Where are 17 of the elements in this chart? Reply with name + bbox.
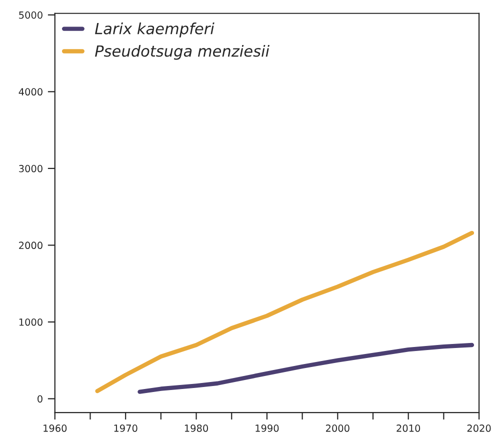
x-tick-label: 1980 xyxy=(184,424,208,432)
x-tick-label: 2000 xyxy=(326,424,350,432)
y-tick-label: 3000 xyxy=(19,164,42,172)
y-tick-label: 1000 xyxy=(19,318,42,326)
x-tick-label: 1990 xyxy=(256,424,279,432)
x-tick-label: 1960 xyxy=(44,424,67,432)
line-series xyxy=(95,230,474,394)
x-tick-label: 1970 xyxy=(114,424,138,432)
y-tick-label: 4000 xyxy=(18,88,42,96)
legend-label: Larix kaempferi xyxy=(95,22,214,38)
x-tick-label: 2010 xyxy=(396,424,420,432)
y-tick-label: 0 xyxy=(38,395,42,403)
line-series xyxy=(138,342,474,394)
legend-label: Pseudotsuga menziesii xyxy=(95,44,270,60)
y-tick-label: 2000 xyxy=(19,242,42,250)
y-tick-label: 5000 xyxy=(19,11,42,19)
x-tick-label: 2020 xyxy=(467,424,491,432)
